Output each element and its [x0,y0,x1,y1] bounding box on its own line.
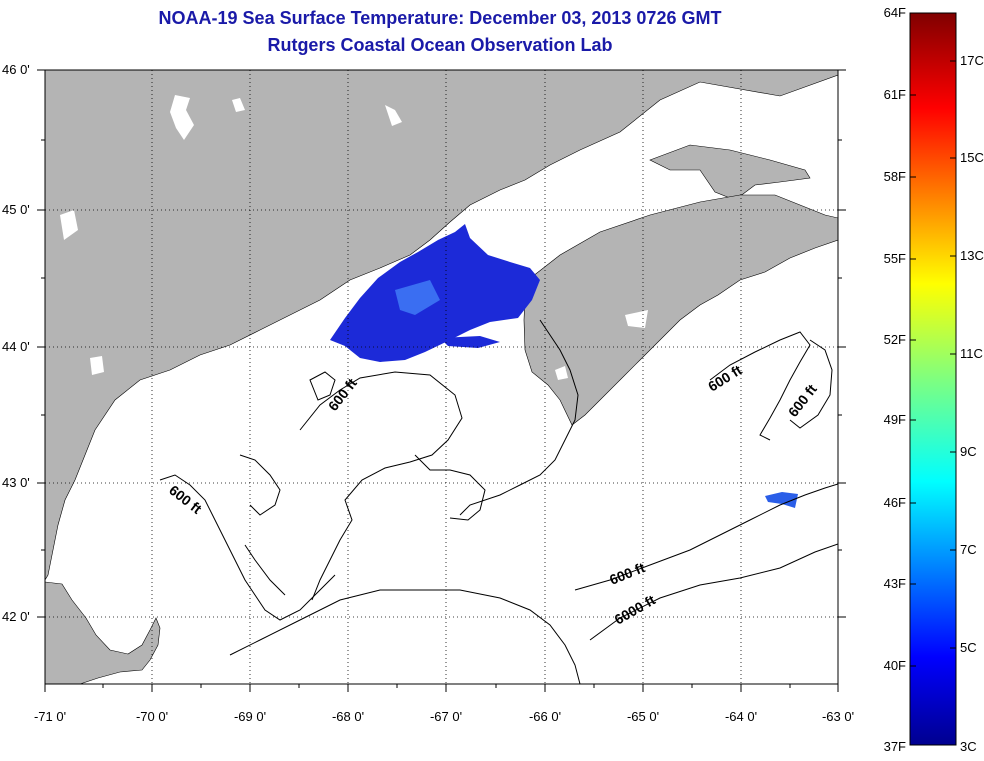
colorbar-f-label: 49F [884,412,906,427]
lat-label: 46 0' [2,62,30,77]
inland-lakes [60,95,648,380]
colorbar-f-label: 64F [884,5,906,20]
axis-ticks [37,69,846,692]
lon-label: -65 0' [627,709,659,724]
map-panel [45,70,838,684]
colorbar-c-label: 7C [960,542,977,557]
lon-label: -68 0' [332,709,364,724]
colorbar-c-label: 15C [960,150,984,165]
colorbar-f-label: 52F [884,332,906,347]
colorbar-f-label: 61F [884,87,906,102]
sst-blob-south [440,336,500,348]
lat-label: 45 0' [2,202,30,217]
colorbar-f-label: 55F [884,251,906,266]
colorbar-c-label: 9C [960,444,977,459]
colorbar-c-label: 13C [960,248,984,263]
colorbar-c-label: 3C [960,739,977,754]
lon-label: -63 0' [822,709,854,724]
lat-label: 43 0' [2,475,30,490]
colorbar-ticks [910,60,956,667]
lon-label: -71 0' [34,709,66,724]
land-nova-scotia [523,194,838,426]
graticule [45,70,838,684]
chart-subtitle: Rutgers Coastal Ocean Observation Lab [267,35,613,55]
bathymetry-contours [159,319,838,684]
lon-labels: -71 0' -70 0' -69 0' -68 0' -67 0' -66 0… [34,709,854,724]
colorbar-f-label: 37F [884,739,906,754]
lon-label: -70 0' [136,709,168,724]
lon-label: -64 0' [725,709,757,724]
chart-title: NOAA-19 Sea Surface Temperature: Decembe… [158,8,722,28]
lat-label: 44 0' [2,339,30,354]
colorbar-c-label: 17C [960,53,984,68]
colorbar-f-label: 43F [884,576,906,591]
land-cape-cod [45,581,161,684]
map-frame [44,69,839,685]
sst-patch-east [765,492,798,508]
lat-label: 42 0' [2,609,30,624]
lat-labels: 46 0' 45 0' 44 0' 43 0' 42 0' [2,62,30,624]
colorbar-f-label: 40F [884,658,906,673]
colorbar-c-label: 5C [960,640,977,655]
colorbar-c-labels: 17C 15C 13C 11C 9C 7C 5C 3C [960,53,984,754]
colorbar-c-label: 11C [960,346,983,361]
colorbar-f-label: 58F [884,169,906,184]
sst-blob-warm [395,280,440,315]
colorbar [909,12,957,746]
lon-label: -66 0' [529,709,561,724]
colorbar-f-labels: 64F 61F 58F 55F 52F 49F 46F 43F 40F 37F [884,5,906,754]
lon-label: -67 0' [430,709,462,724]
land-mainland [45,70,838,581]
land-pei [649,144,811,201]
lon-label: -69 0' [234,709,266,724]
colorbar-f-label: 46F [884,495,906,510]
